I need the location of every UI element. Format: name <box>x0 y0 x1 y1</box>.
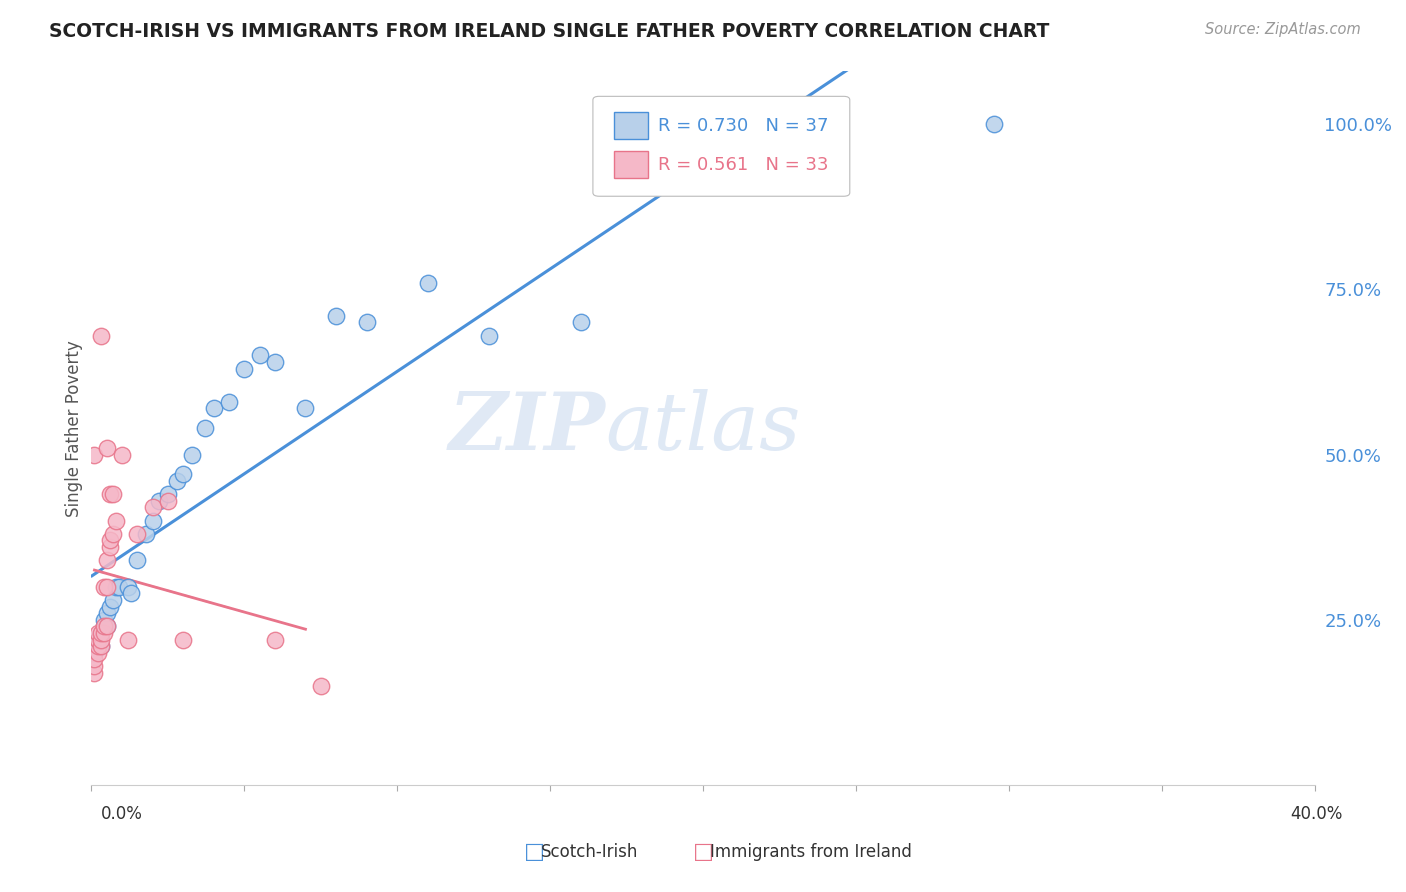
Point <box>90 639 112 653</box>
Point <box>86 646 108 660</box>
FancyBboxPatch shape <box>593 96 849 196</box>
Point <box>141 514 163 528</box>
Bar <box>613 152 648 178</box>
Text: Source: ZipAtlas.com: Source: ZipAtlas.com <box>1205 22 1361 37</box>
Point <box>86 639 108 653</box>
Point <box>127 553 149 567</box>
Point <box>983 117 1005 131</box>
Point <box>83 652 105 666</box>
Point <box>356 315 378 329</box>
Point <box>172 467 194 482</box>
Point <box>90 639 112 653</box>
Point <box>98 533 121 548</box>
Point <box>90 626 112 640</box>
Point <box>96 441 118 455</box>
Point <box>98 487 121 501</box>
Point <box>569 315 592 329</box>
Point <box>83 646 105 660</box>
Point <box>148 493 170 508</box>
Point <box>86 639 108 653</box>
Point <box>127 527 149 541</box>
Point <box>86 626 108 640</box>
Point <box>101 487 124 501</box>
Point <box>96 606 118 620</box>
Point <box>249 349 271 363</box>
Point <box>478 328 501 343</box>
Point <box>96 619 118 633</box>
Point <box>108 580 131 594</box>
Point <box>264 632 287 647</box>
Y-axis label: Single Father Poverty: Single Father Poverty <box>65 340 83 516</box>
Text: 40.0%: 40.0% <box>1291 805 1343 823</box>
Point <box>202 401 225 416</box>
Point <box>193 421 215 435</box>
Point <box>181 448 204 462</box>
Point <box>93 619 115 633</box>
Text: R = 0.561   N = 33: R = 0.561 N = 33 <box>658 156 828 174</box>
Text: □: □ <box>524 842 544 862</box>
Text: SCOTCH-IRISH VS IMMIGRANTS FROM IRELAND SINGLE FATHER POVERTY CORRELATION CHART: SCOTCH-IRISH VS IMMIGRANTS FROM IRELAND … <box>49 22 1050 41</box>
Text: □: □ <box>693 842 713 862</box>
Point <box>141 500 163 515</box>
Text: ZIP: ZIP <box>449 390 605 467</box>
Point <box>166 474 188 488</box>
Point <box>93 619 115 633</box>
Point <box>104 514 127 528</box>
Point <box>309 679 332 693</box>
Point <box>98 540 121 554</box>
Point <box>233 361 256 376</box>
Point <box>96 580 118 594</box>
Point <box>120 586 142 600</box>
Point <box>294 401 316 416</box>
Text: atlas: atlas <box>605 390 800 467</box>
Point <box>93 580 115 594</box>
Point <box>86 632 108 647</box>
Point <box>264 355 287 369</box>
Point <box>86 632 108 647</box>
Point <box>83 665 105 680</box>
Point <box>172 632 194 647</box>
Point <box>96 553 118 567</box>
Text: Scotch-Irish: Scotch-Irish <box>541 843 638 861</box>
Point <box>117 580 139 594</box>
Point <box>90 328 112 343</box>
Point <box>83 659 105 673</box>
Point <box>692 117 714 131</box>
Point <box>156 487 179 501</box>
Point <box>83 448 105 462</box>
Point <box>135 527 157 541</box>
Point <box>93 613 115 627</box>
Point <box>96 619 118 633</box>
Point <box>104 580 127 594</box>
Point <box>156 493 179 508</box>
Point <box>90 632 112 647</box>
Point <box>416 276 439 290</box>
Point <box>101 527 124 541</box>
Text: 0.0%: 0.0% <box>101 805 143 823</box>
Text: R = 0.730   N = 37: R = 0.730 N = 37 <box>658 117 828 135</box>
Point <box>111 448 134 462</box>
Point <box>117 632 139 647</box>
Point <box>101 593 124 607</box>
Point <box>98 599 121 614</box>
Bar <box>613 112 648 139</box>
Point <box>93 626 115 640</box>
Point <box>325 309 347 323</box>
Point <box>90 626 112 640</box>
Text: Immigrants from Ireland: Immigrants from Ireland <box>710 843 912 861</box>
Point <box>218 394 240 409</box>
